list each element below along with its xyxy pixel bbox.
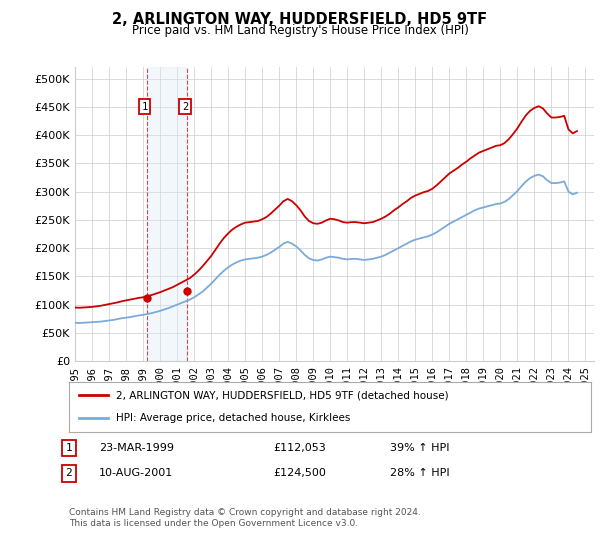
Text: £124,500: £124,500 xyxy=(273,468,326,478)
Text: 28% ↑ HPI: 28% ↑ HPI xyxy=(390,468,449,478)
Text: 1: 1 xyxy=(65,443,73,453)
Text: 2, ARLINGTON WAY, HUDDERSFIELD, HD5 9TF: 2, ARLINGTON WAY, HUDDERSFIELD, HD5 9TF xyxy=(112,12,488,27)
Text: HPI: Average price, detached house, Kirklees: HPI: Average price, detached house, Kirk… xyxy=(116,413,350,423)
Text: 2, ARLINGTON WAY, HUDDERSFIELD, HD5 9TF (detached house): 2, ARLINGTON WAY, HUDDERSFIELD, HD5 9TF … xyxy=(116,390,449,400)
Text: Contains HM Land Registry data © Crown copyright and database right 2024.
This d: Contains HM Land Registry data © Crown c… xyxy=(69,508,421,528)
Bar xyxy=(147,67,187,361)
Text: 23-MAR-1999: 23-MAR-1999 xyxy=(99,443,174,453)
Text: Price paid vs. HM Land Registry's House Price Index (HPI): Price paid vs. HM Land Registry's House … xyxy=(131,24,469,36)
Text: 2: 2 xyxy=(182,102,188,112)
Text: 39% ↑ HPI: 39% ↑ HPI xyxy=(390,443,449,453)
Text: £112,053: £112,053 xyxy=(273,443,326,453)
Text: 10-AUG-2001: 10-AUG-2001 xyxy=(99,468,173,478)
Text: 2: 2 xyxy=(65,468,73,478)
Text: 1: 1 xyxy=(142,102,148,112)
